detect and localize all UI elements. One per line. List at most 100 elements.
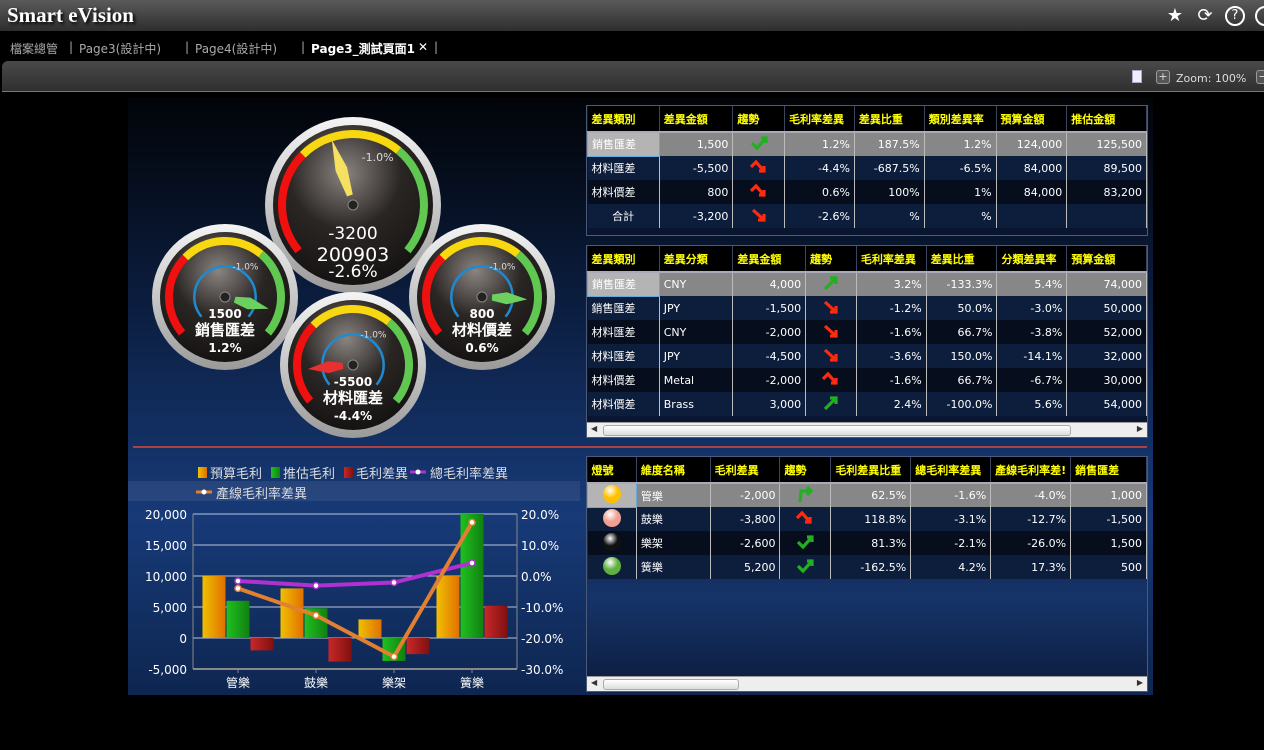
page-icon[interactable] — [1132, 70, 1142, 83]
y2-tick-label: -20.0% — [521, 632, 563, 646]
scrollbar-thumb[interactable] — [603, 679, 739, 690]
bar-毛利差異-鼓樂 — [328, 638, 352, 662]
column-header[interactable]: 分類差異率 — [996, 246, 1068, 273]
gauge-percent: 1.2% — [208, 341, 241, 355]
bar-預算毛利-簧樂 — [436, 576, 460, 638]
table-row[interactable]: 材料匯差 CNY -2,000 -1.6% 66.7% -3.8% 52,000 — [587, 320, 1147, 344]
table-cell: -6.7% — [996, 368, 1068, 392]
legend-label: 總毛利率差異 — [430, 466, 508, 482]
zoom-out-button[interactable]: − — [1256, 70, 1264, 84]
table-row[interactable]: 簧樂 5,200 -162.5% 4.2% 17.3% 500 — [587, 555, 1147, 579]
more-icon[interactable] — [1255, 6, 1264, 26]
table-cell: 5.4% — [996, 272, 1068, 296]
help-icon[interactable]: ? — [1225, 6, 1245, 26]
column-header[interactable]: 預算金額 — [1066, 246, 1147, 273]
tab-page3-test[interactable]: Page3_測試頁面1 — [311, 42, 415, 56]
gauge-yellow-zone — [182, 237, 264, 261]
table-cell: 5,200 — [710, 555, 781, 579]
table-row[interactable]: 銷售匯差 CNY 4,000 3.2% -133.3% 5.4% 74,000 — [587, 271, 1147, 297]
tab-separator: | — [301, 40, 306, 54]
table-cell: 118.8% — [830, 507, 912, 531]
table-row[interactable]: 管樂 -2,000 62.5% -1.6% -4.0% 1,000 — [587, 482, 1147, 508]
table-row[interactable]: 銷售匯差 JPY -1,500 -1.2% 50.0% -3.0% 50,000 — [587, 296, 1147, 320]
y-tick-label: 20,000 — [145, 508, 187, 522]
column-header[interactable]: 毛利差異 — [710, 457, 781, 484]
bar-毛利差異-管樂 — [250, 638, 274, 651]
table-row[interactable]: 鼓樂 -3,800 118.8% -3.1% -12.7% -1,500 — [587, 507, 1147, 531]
gauge-needle-shape — [233, 296, 269, 310]
column-header[interactable]: 差異金額 — [732, 246, 807, 273]
table-cell: 50.0% — [926, 296, 998, 320]
table-cell: 187.5% — [854, 132, 925, 156]
scroll-right-icon[interactable]: ▶ — [1136, 424, 1143, 433]
column-header[interactable]: 差異比重 — [854, 106, 925, 133]
column-header[interactable]: 趨勢 — [732, 106, 786, 133]
column-header[interactable]: 差異類別 — [587, 106, 660, 133]
column-header[interactable]: 毛利率差異 — [856, 246, 927, 273]
column-header[interactable]: 趨勢 — [779, 457, 832, 484]
table-cell: 66.7% — [926, 368, 998, 392]
table-row[interactable]: 材料價差 800 0.6% 100% 1% 84,000 83,200 — [587, 180, 1147, 204]
scroll-left-icon[interactable]: ◀ — [591, 678, 598, 687]
table-row[interactable]: 合計 -3,200 -2.6%%% — [587, 204, 1147, 228]
table-cell: 800 — [659, 180, 734, 204]
column-header[interactable]: 差異類別 — [587, 246, 660, 273]
table-row[interactable]: 材料匯差 JPY -4,500 -3.6% 150.0% -14.1% 32,000 — [587, 344, 1147, 368]
column-header[interactable]: 差異比重 — [926, 246, 998, 273]
column-header[interactable]: 差異金額 — [659, 106, 734, 133]
gauge-needle-shape — [307, 361, 344, 374]
tab-file-explorer[interactable]: 檔案總管 — [10, 42, 59, 56]
table-row[interactable]: 材料價差 Brass 3,000 2.4% -100.0% 5.6% 54,000 — [587, 392, 1147, 416]
y-tick-label: 0 — [179, 632, 187, 646]
column-header[interactable]: 產線毛利率差! — [990, 457, 1072, 484]
table-cell: 50,000 — [1066, 296, 1147, 320]
y-tick-label: 5,000 — [153, 601, 187, 615]
column-header[interactable]: 預算金額 — [996, 106, 1068, 133]
bar-推估毛利-簧樂 — [460, 514, 484, 638]
horizontal-scrollbar[interactable]: ◀ ▶ — [587, 422, 1147, 437]
legend-band — [128, 481, 580, 501]
column-header[interactable]: 推估金額 — [1066, 106, 1147, 133]
point-產線毛利率差異-管樂 — [234, 584, 242, 593]
table-cell: 89,500 — [1066, 156, 1147, 180]
column-header[interactable]: 差異分類 — [659, 246, 734, 273]
column-header[interactable]: 毛利率差異 — [784, 106, 855, 133]
table-row[interactable]: 材料價差 Metal -2,000 -1.6% 66.7% -6.7% 30,000 — [587, 368, 1147, 392]
gauge-yellow-zone — [299, 130, 402, 158]
table-cell: 500 — [1070, 555, 1147, 579]
table-row[interactable]: 銷售匯差 1,500 1.2% 187.5% 1.2% 124,000 125,500 — [587, 131, 1147, 157]
gauge-yellow-zone — [439, 237, 521, 261]
gauge-red-zone — [278, 151, 306, 254]
table-row[interactable]: 材料匯差 -5,500 -4.4% -687.5% -6.5% 84,000 89,500 — [587, 156, 1147, 180]
column-header[interactable]: 銷售匯差 — [1070, 457, 1147, 484]
gauge-title: 200903 — [317, 244, 390, 266]
trend-turn-right-icon — [779, 483, 832, 507]
line-產線毛利率差異 — [237, 521, 474, 660]
close-tab-icon[interactable]: ✕ — [418, 40, 429, 54]
table-row[interactable]: 樂架 -2,600 81.3% -2.1% -26.0% 1,500 — [587, 531, 1147, 555]
tab-page3[interactable]: Page3(設計中) — [79, 42, 162, 56]
table-cell: -26.0% — [990, 531, 1072, 555]
x-tick-label: 管樂 — [226, 675, 250, 690]
scroll-left-icon[interactable]: ◀ — [591, 424, 598, 433]
column-header[interactable]: 趨勢 — [805, 246, 857, 273]
column-header[interactable]: 燈號 — [587, 457, 637, 484]
gauge-needle — [491, 292, 528, 305]
refresh-icon[interactable]: ⟳ — [1197, 5, 1213, 26]
column-header[interactable]: 維度名稱 — [636, 457, 711, 484]
column-header[interactable]: 毛利差異比重 — [830, 457, 912, 484]
horizontal-scrollbar[interactable]: ◀ ▶ — [587, 676, 1147, 691]
zoom-in-button[interactable]: + — [1156, 70, 1170, 84]
table-cell: -14.1% — [996, 344, 1068, 368]
table-cell: 32,000 — [1066, 344, 1147, 368]
point-總毛利率差異-管樂 — [234, 577, 242, 585]
column-header[interactable]: 總毛利率差異 — [910, 457, 992, 484]
tab-page4[interactable]: Page4(設計中) — [195, 42, 278, 56]
star-icon[interactable]: ★ — [1166, 5, 1184, 26]
scroll-right-icon[interactable]: ▶ — [1136, 678, 1143, 687]
table-cell: 30,000 — [1066, 368, 1147, 392]
column-header[interactable]: 類別差異率 — [924, 106, 997, 133]
table-cell — [996, 204, 1068, 228]
scrollbar-thumb[interactable] — [603, 425, 1071, 436]
